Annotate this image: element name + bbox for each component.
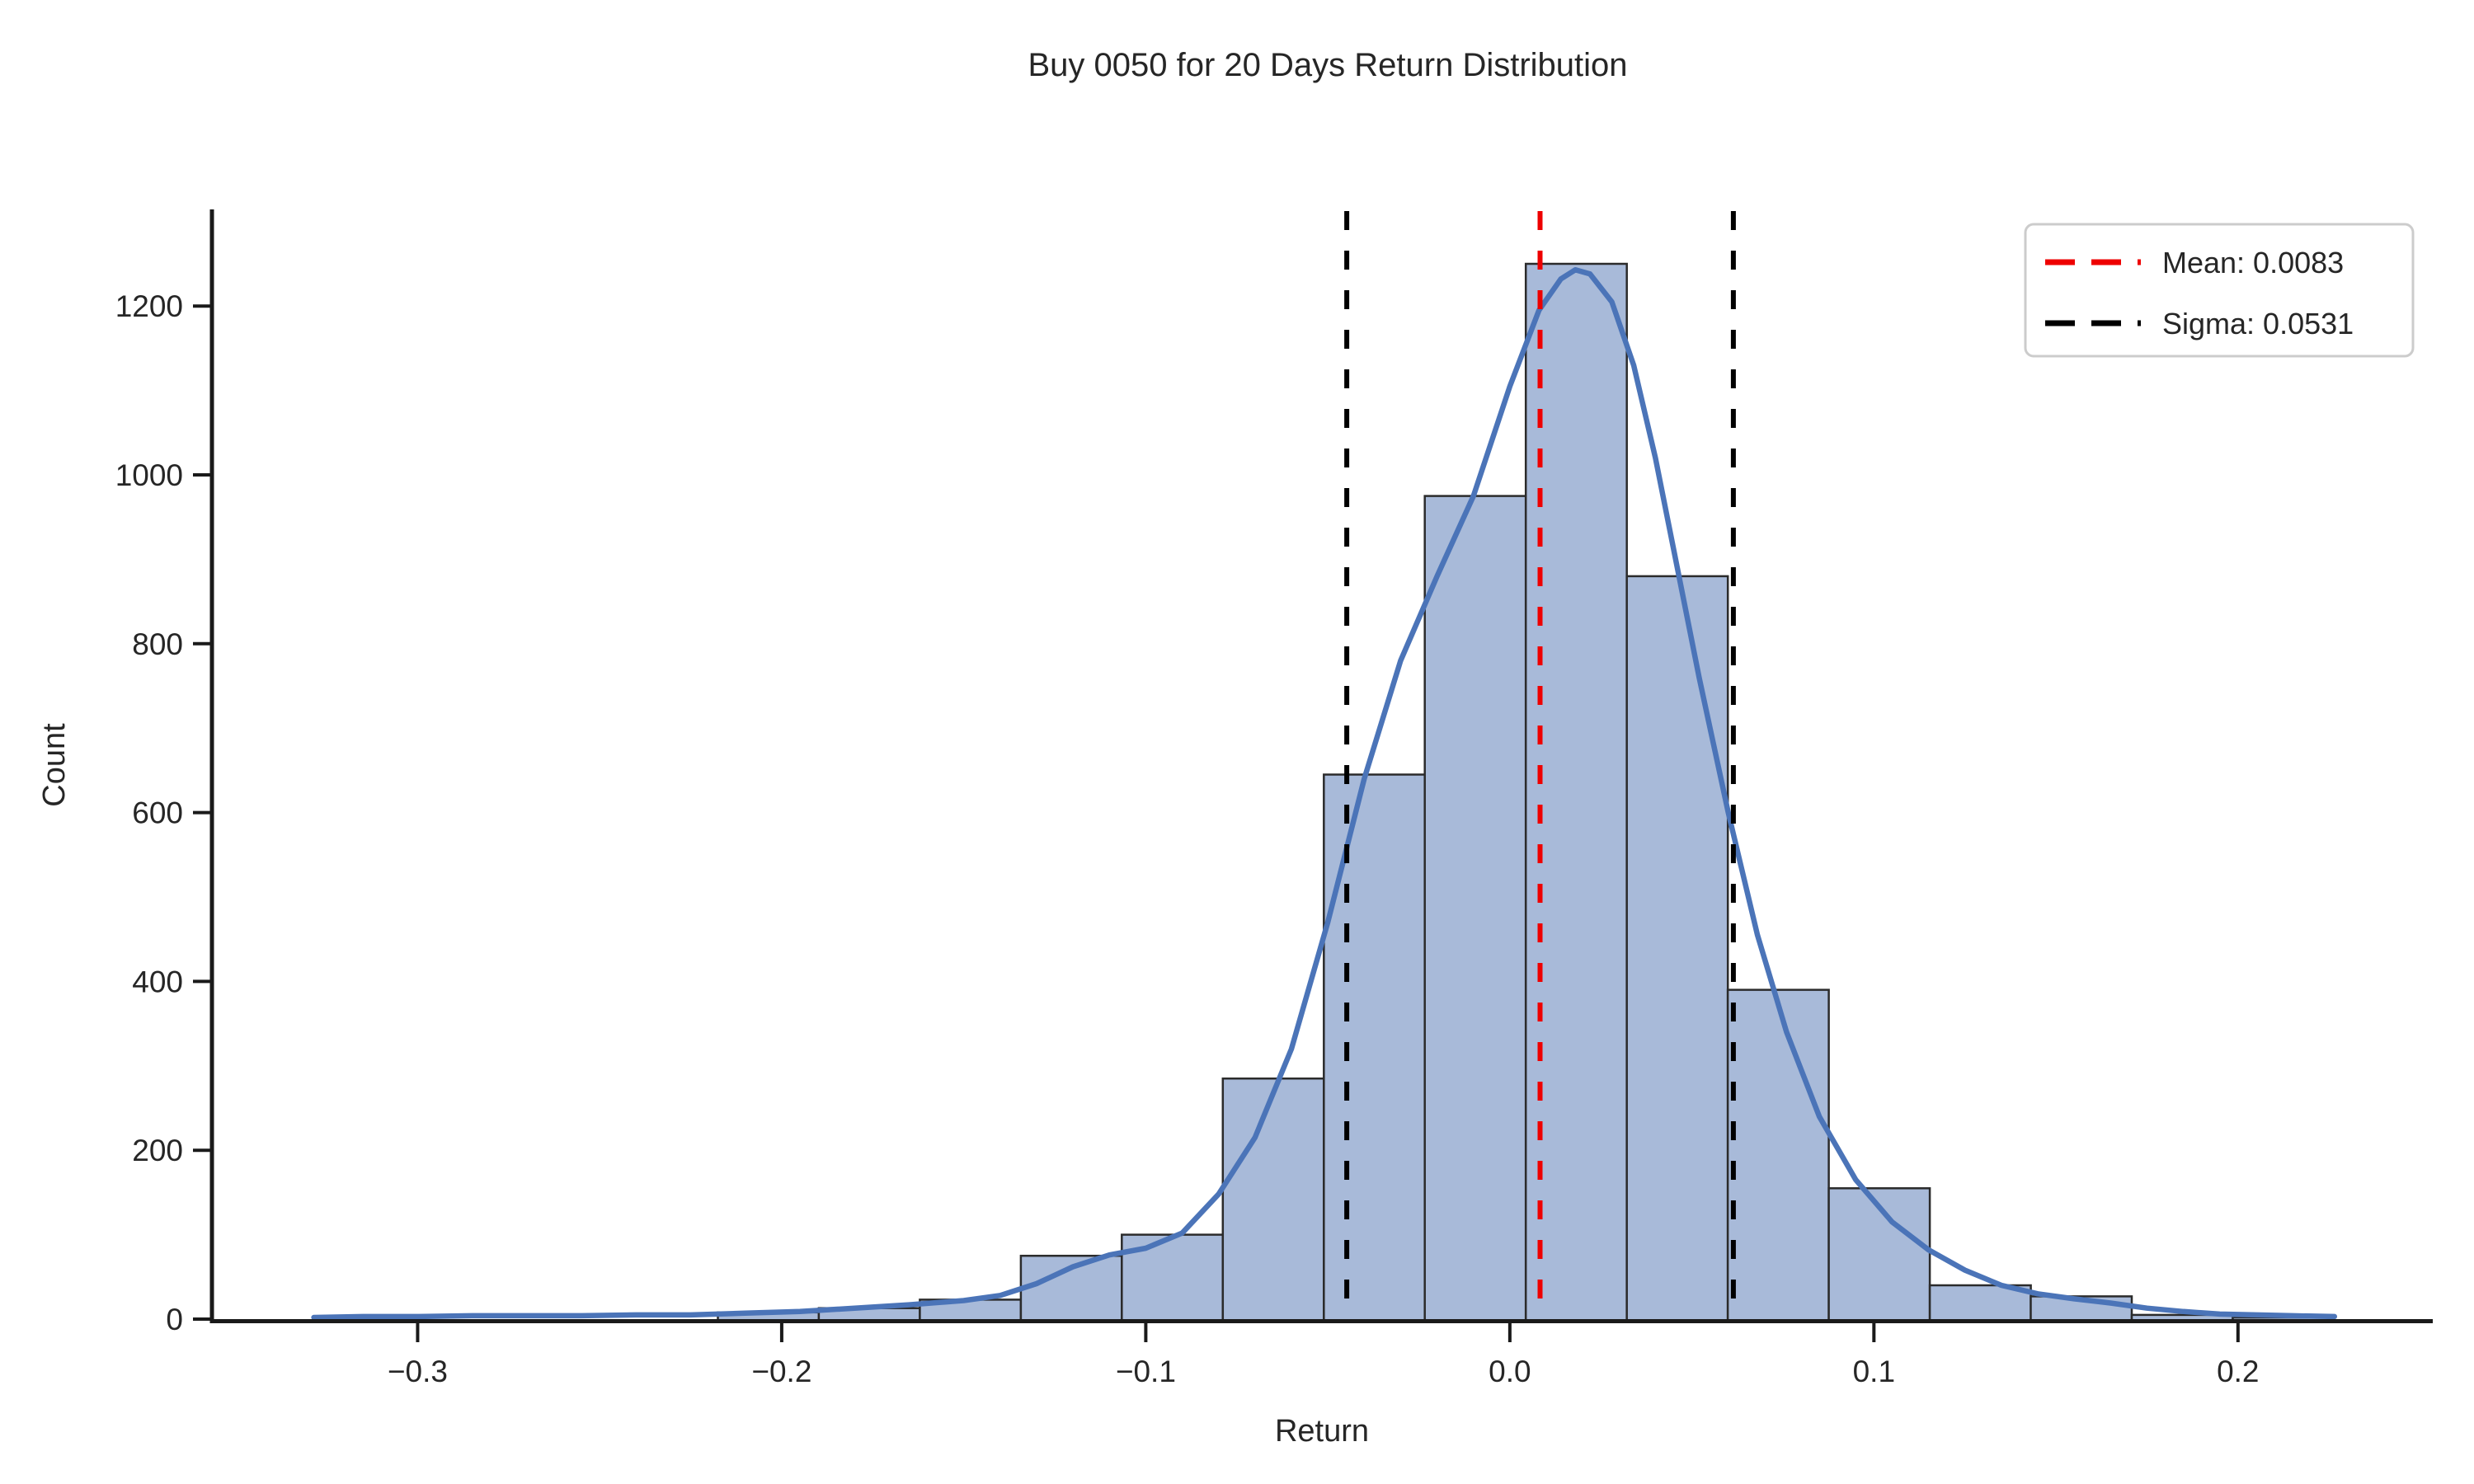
histogram-bar (1726, 989, 1830, 1322)
y-tick-label: 0 (166, 1303, 183, 1336)
histogram-bar (1928, 1284, 2032, 1322)
legend: Mean: 0.0083 Sigma: 0.0531 (2024, 223, 2415, 358)
y-tick-label: 1000 (115, 458, 183, 492)
legend-box (2024, 223, 2415, 358)
histogram-bars (313, 262, 2335, 1322)
x-tick-label: 0.1 (1853, 1355, 1895, 1388)
y-tick-label: 200 (132, 1134, 183, 1167)
y-axis-label: Count (37, 723, 72, 807)
x-tick-label: −0.2 (751, 1355, 811, 1388)
x-tick-label: 0.0 (1489, 1355, 1531, 1388)
y-tick-label: 400 (132, 965, 183, 998)
legend-sigma-label: Sigma: 0.0531 (2162, 307, 2354, 340)
y-tick-label: 600 (132, 796, 183, 830)
kde-curve (311, 266, 2338, 1321)
chart-title: Buy 0050 for 20 Days Return Distribution (1028, 47, 1627, 83)
legend-mean-label: Mean: 0.0083 (2162, 246, 2344, 279)
axes: −0.3 −0.2 −0.1 0.0 0.1 0.2 0 200 400 600 800 1000 12… (115, 209, 2433, 1388)
kde-curve-group (311, 266, 2338, 1321)
y-tick-label: 1200 (115, 289, 183, 323)
reference-lines (1344, 211, 1736, 1321)
histogram-bar (1323, 773, 1427, 1322)
histogram-bar (1423, 495, 1527, 1322)
histogram-bar (1625, 575, 1729, 1322)
histogram-bar (1221, 1077, 1325, 1322)
x-tick-label: −0.1 (1116, 1355, 1176, 1388)
y-tick-label: 800 (132, 627, 183, 661)
x-tick-label: −0.3 (388, 1355, 448, 1388)
x-tick-label: 0.2 (2217, 1355, 2259, 1388)
x-axis-label: Return (1275, 1414, 1369, 1449)
